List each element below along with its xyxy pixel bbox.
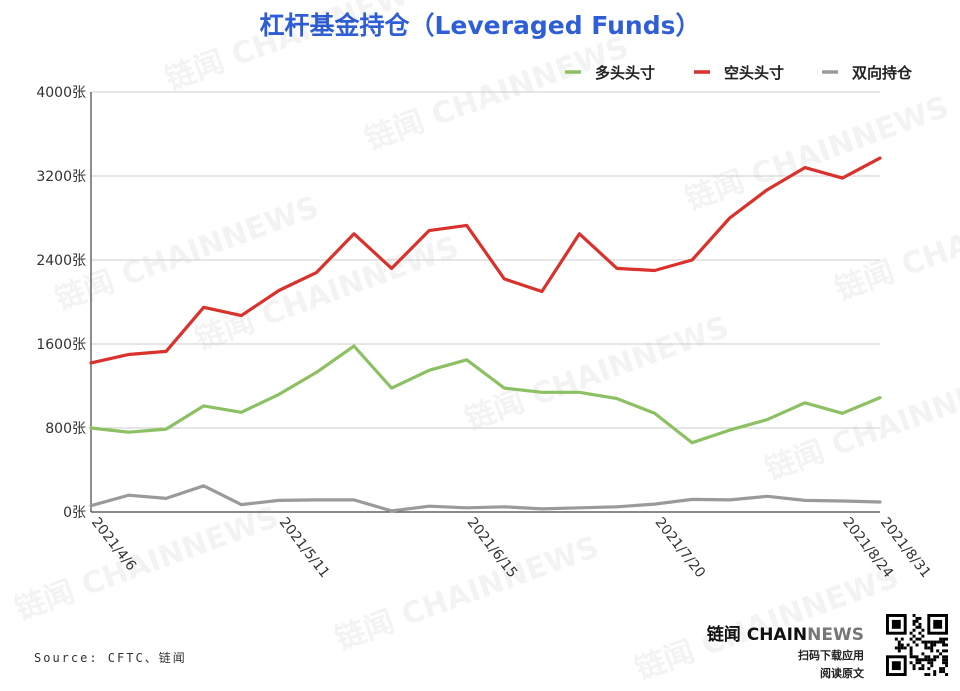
y-tick-label: 0张 [63, 505, 86, 521]
series-line-1 [89, 156, 882, 365]
watermark-5: 链闻 CHAINNEWS [461, 310, 734, 438]
legend-label-2: 双向持仓 [852, 64, 913, 82]
legend: 多头头寸 空头头寸 双向持仓 [565, 64, 913, 82]
chart-title: 杠杆基金持仓（Leveraged Funds） [259, 11, 701, 40]
series-line-0 [89, 344, 882, 445]
watermark-7: 链闻 CHAINNEWS [11, 500, 284, 628]
brand-name: 链闻 CHAINNEWS [707, 620, 864, 645]
y-tick-label: 3200张 [36, 169, 86, 185]
source-note: Source: CFTC、链闻 [34, 651, 187, 665]
watermark-6: 链闻 CHAINNEWS [761, 360, 960, 488]
series-lines [89, 156, 882, 513]
grid-lines [90, 91, 880, 513]
y-tick-label: 800张 [45, 421, 86, 437]
series-line-2 [89, 484, 882, 513]
brand-name-part2: NEWS [807, 625, 864, 645]
qr-code-icon[interactable] [886, 614, 948, 676]
y-tick-label: 1600张 [36, 337, 86, 353]
watermark-2: 链闻 CHAINNEWS [361, 30, 634, 158]
x-tick-label: 2021/5/11 [276, 515, 333, 581]
watermark-1: 链闻 CHAINNEWS [161, 0, 434, 98]
y-tick-label: 4000张 [36, 85, 86, 101]
watermark-8: 链闻 CHAINNEWS [331, 530, 604, 658]
y-axis-ticks: 0张 800张 1600张 2400张 3200张 4000张 [36, 85, 86, 521]
legend-label-0: 多头头寸 [595, 64, 655, 82]
watermark-10: 链闻 CHAINNEWS [831, 180, 960, 308]
watermark-3: 链闻 CHAINNEWS [681, 90, 954, 218]
brand-download-text: 扫码下载应用 [798, 649, 864, 662]
legend-label-1: 空头头寸 [724, 64, 784, 82]
x-tick-label: 2021/7/20 [651, 515, 708, 581]
brand-name-part1: 链闻 CHAIN [706, 625, 808, 645]
y-tick-label: 2400张 [36, 253, 86, 269]
brand-block: 链闻 CHAINNEWS 扫码下载应用 阅读原文 [707, 620, 864, 681]
brand-read-text: 阅读原文 [820, 667, 864, 680]
